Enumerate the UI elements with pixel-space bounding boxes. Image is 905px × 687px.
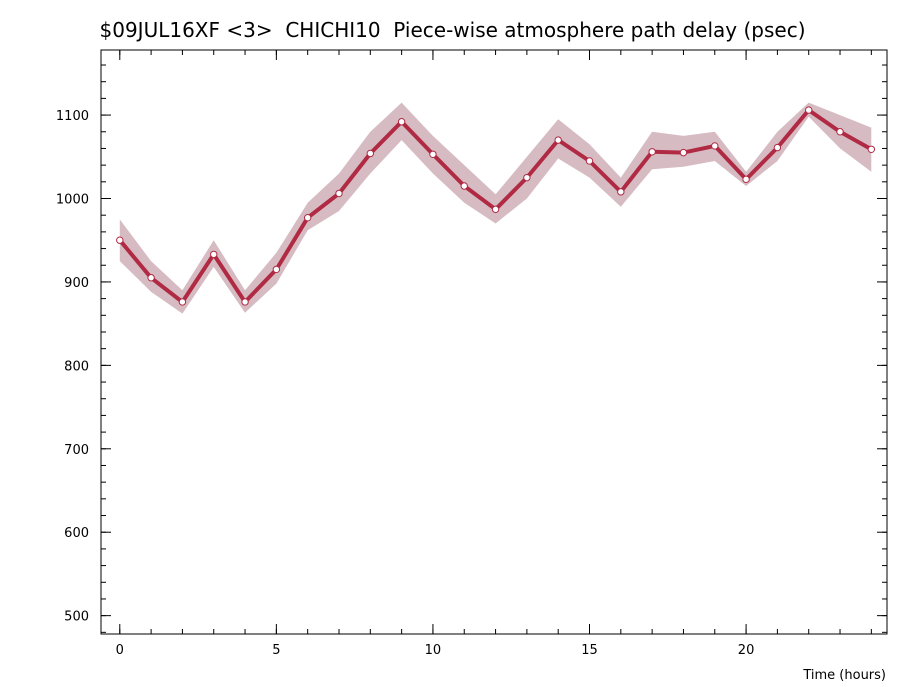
data-point (210, 250, 218, 259)
x-axis-label: Time (hours) (802, 668, 886, 683)
data-point (805, 106, 813, 114)
data-point (366, 149, 375, 158)
data-point (554, 136, 562, 144)
data-point (491, 205, 500, 214)
x-tick-label: 10 (425, 643, 442, 658)
data-point (679, 148, 688, 157)
data-point (836, 128, 844, 136)
y-tick-label: 700 (64, 443, 89, 458)
data-point (335, 189, 343, 198)
data-point (116, 236, 124, 244)
data-point (147, 274, 155, 282)
x-tick-label: 15 (581, 643, 598, 658)
data-point (397, 118, 406, 126)
data-point (617, 188, 625, 196)
data-point (742, 175, 750, 184)
y-tick-label: 800 (64, 359, 89, 374)
x-tick-label: 20 (738, 643, 755, 658)
data-point (460, 182, 468, 190)
chart-title: $09JUL16XF <3> CHICHI10 Piece-wise atmos… (99, 18, 806, 42)
data-point (303, 213, 312, 222)
plot-frame (100, 49, 888, 635)
y-tick-label: 600 (64, 526, 89, 541)
data-point (241, 298, 249, 306)
data-point (178, 298, 187, 306)
data-point (648, 148, 656, 156)
data-point (585, 157, 594, 165)
data-point (429, 150, 437, 158)
y-tick-label: 1000 (56, 193, 89, 208)
x-tick-label: 0 (116, 643, 124, 658)
y-tick-label: 500 (64, 610, 89, 625)
x-tick-label: 5 (272, 643, 280, 658)
data-point (272, 265, 281, 274)
data-point (523, 173, 531, 182)
data-point (867, 145, 876, 153)
y-tick-label: 1100 (56, 109, 89, 124)
data-point (773, 143, 782, 152)
y-tick-label: 900 (64, 276, 89, 291)
data-point (711, 142, 719, 150)
